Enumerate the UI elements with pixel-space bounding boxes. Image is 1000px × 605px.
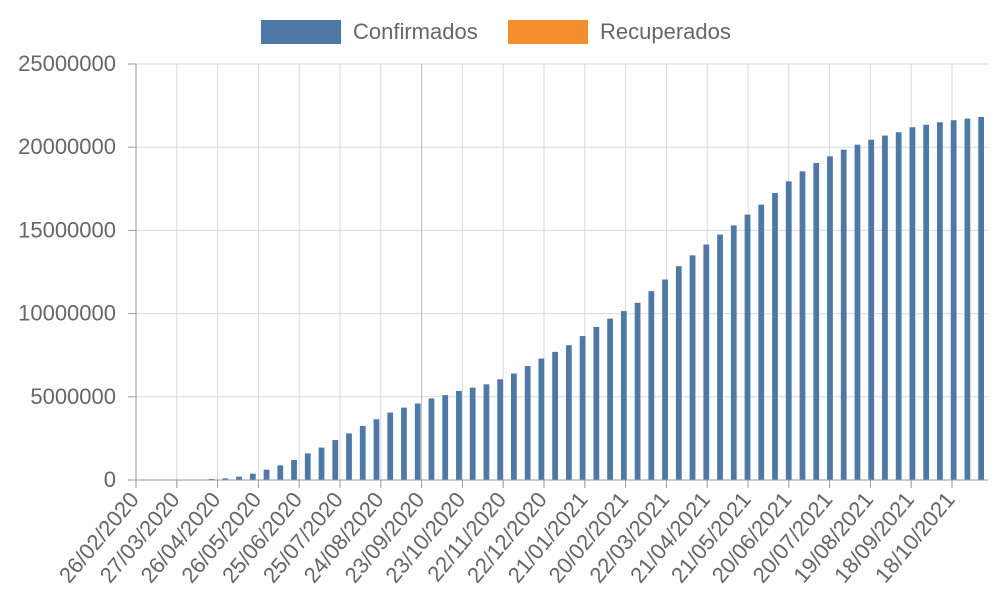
bar-confirmados[interactable] [429, 398, 435, 480]
bar-confirmados[interactable] [387, 413, 393, 480]
bar-confirmados[interactable] [607, 319, 613, 480]
bar-confirmados[interactable] [277, 465, 283, 480]
bar-confirmados[interactable] [360, 426, 366, 480]
bar-confirmados[interactable] [786, 181, 792, 480]
bar-confirmados[interactable] [456, 391, 462, 480]
bar-confirmados[interactable] [621, 311, 627, 480]
bar-confirmados[interactable] [896, 132, 902, 480]
bar-confirmados[interactable] [511, 374, 517, 480]
bar-confirmados[interactable] [305, 453, 311, 480]
legend-label: Confirmados [353, 19, 478, 44]
bar-confirmados[interactable] [525, 366, 531, 480]
bar-confirmados[interactable] [264, 470, 270, 480]
legend-item-recuperados[interactable]: Recuperados [508, 19, 731, 44]
legend-label: Recuperados [600, 19, 731, 44]
y-tick-label: 15000000 [18, 217, 116, 242]
bar-confirmados[interactable] [484, 384, 490, 480]
legend-item-confirmados[interactable]: Confirmados [261, 19, 478, 44]
y-tick-label: 0 [104, 467, 116, 492]
bar-confirmados[interactable] [346, 433, 352, 480]
bar-confirmados[interactable] [374, 419, 380, 480]
bar-confirmados[interactable] [250, 474, 256, 480]
y-tick-label: 25000000 [18, 51, 116, 76]
bar-confirmados[interactable] [319, 448, 325, 480]
bar-confirmados[interactable] [978, 117, 984, 480]
bar-confirmados[interactable] [855, 145, 861, 480]
bar-confirmados[interactable] [552, 352, 558, 480]
y-tick-label: 20000000 [18, 134, 116, 159]
bar-confirmados[interactable] [470, 388, 476, 480]
bar-confirmados[interactable] [772, 193, 778, 480]
bar-confirmados[interactable] [566, 345, 572, 480]
bar-confirmados[interactable] [690, 255, 696, 480]
bar-confirmados[interactable] [635, 303, 641, 480]
bar-confirmados[interactable] [662, 279, 668, 480]
y-tick-label: 10000000 [18, 301, 116, 326]
bar-confirmados[interactable] [745, 215, 751, 480]
bar-confirmados[interactable] [580, 336, 586, 480]
bar-confirmados[interactable] [291, 460, 297, 480]
y-tick-label: 5000000 [30, 384, 116, 409]
bar-confirmados[interactable] [648, 291, 654, 480]
bar-confirmados[interactable] [401, 408, 407, 480]
bar-confirmados[interactable] [951, 120, 957, 480]
bar-confirmados[interactable] [593, 327, 599, 480]
bar-confirmados[interactable] [882, 136, 888, 480]
bar-confirmados[interactable] [332, 440, 338, 480]
legend-swatch [261, 20, 341, 44]
bar-confirmados[interactable] [676, 266, 682, 480]
bar-confirmados[interactable] [497, 379, 503, 480]
bar-confirmados[interactable] [813, 163, 819, 480]
bar-confirmados[interactable] [717, 235, 723, 480]
bar-confirmados[interactable] [965, 119, 971, 480]
bar-confirmados[interactable] [841, 150, 847, 480]
legend[interactable]: Confirmados Recuperados [261, 19, 731, 44]
bar-confirmados[interactable] [800, 171, 806, 480]
bar-confirmados[interactable] [415, 403, 421, 480]
bar-confirmados[interactable] [703, 245, 709, 480]
x-tick-labels: 26/02/202027/03/202026/04/202026/05/2020… [54, 487, 960, 587]
bars-confirmados [167, 117, 984, 480]
bar-confirmados[interactable] [539, 359, 545, 480]
bar-confirmados[interactable] [910, 127, 916, 480]
bar-confirmados[interactable] [827, 156, 833, 480]
y-tick-labels: 0 5000000 10000000 15000000 20000000 25000000 [18, 51, 116, 492]
bar-confirmados[interactable] [923, 125, 929, 480]
legend-swatch [508, 20, 588, 44]
bar-confirmados[interactable] [937, 122, 943, 480]
bar-confirmados[interactable] [442, 395, 448, 480]
bar-confirmados[interactable] [758, 205, 764, 480]
bar-confirmados[interactable] [731, 225, 737, 480]
bar-confirmados[interactable] [868, 140, 874, 480]
